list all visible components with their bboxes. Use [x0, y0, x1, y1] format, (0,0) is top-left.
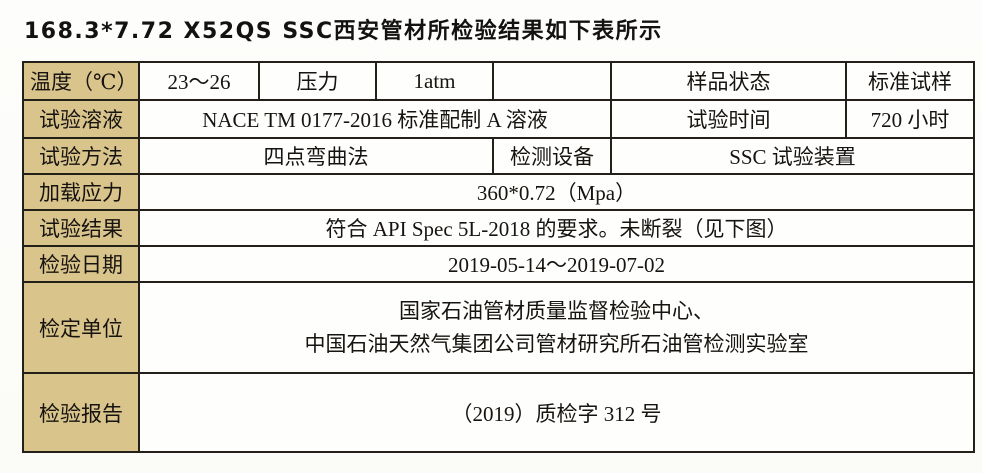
inspection-agency-label: 检定单位 [22, 281, 140, 374]
empty-cell [492, 61, 612, 101]
table-row: 试验结果 符合 API Spec 5L-2018 的要求。未断裂（见下图） [22, 209, 975, 247]
inspection-report-value: （2019）质检字 312 号 [138, 372, 975, 453]
pressure-value: 1atm [375, 61, 494, 101]
agency-line-2: 中国石油天然气集团公司管材研究所石油管检测实验室 [304, 331, 809, 356]
inspection-date-label: 检验日期 [22, 245, 140, 283]
page-title: 168.3*7.72 X52QS SSC西安管材所检验结果如下表所示 [24, 19, 663, 44]
pressure-label: 压力 [258, 61, 377, 101]
inspection-results-table: 温度（℃） 23～26 压力 1atm 样品状态 标准试样 试验溶液 NACE … [22, 61, 975, 453]
equipment-label: 检测设备 [492, 137, 612, 175]
agency-line-1: 国家石油管材质量监督检验中心、 [399, 298, 714, 323]
test-method-label: 试验方法 [22, 137, 140, 175]
sample-state-label: 样品状态 [610, 61, 847, 101]
test-time-value: 720 小时 [845, 99, 975, 139]
test-result-value: 符合 API Spec 5L-2018 的要求。未断裂（见下图） [138, 209, 975, 247]
table-row: 试验方法 四点弯曲法 检测设备 SSC 试验装置 [22, 137, 975, 175]
inspection-date-value: 2019-05-14～2019-07-02 [138, 245, 975, 283]
temperature-label: 温度（℃） [22, 61, 140, 101]
solution-value: NACE TM 0177-2016 标准配制 A 溶液 [138, 99, 612, 139]
load-stress-label: 加载应力 [22, 173, 140, 211]
table-row: 检定单位 国家石油管材质量监督检验中心、 中国石油天然气集团公司管材研究所石油管… [22, 281, 975, 374]
table-row: 检验报告 （2019）质检字 312 号 [22, 372, 975, 453]
load-stress-value: 360*0.72（Mpa） [138, 173, 975, 211]
test-result-label: 试验结果 [22, 209, 140, 247]
table-row: 试验溶液 NACE TM 0177-2016 标准配制 A 溶液 试验时间 72… [22, 99, 975, 139]
inspection-agency-value: 国家石油管材质量监督检验中心、 中国石油天然气集团公司管材研究所石油管检测实验室 [138, 281, 975, 374]
sample-state-value: 标准试样 [845, 61, 975, 101]
test-method-value: 四点弯曲法 [138, 137, 494, 175]
table-row: 加载应力 360*0.72（Mpa） [22, 173, 975, 211]
inspection-report-label: 检验报告 [22, 372, 140, 453]
temperature-value: 23～26 [138, 61, 260, 101]
table-row: 温度（℃） 23～26 压力 1atm 样品状态 标准试样 [22, 61, 975, 101]
equipment-value: SSC 试验装置 [610, 137, 975, 175]
table-row: 检验日期 2019-05-14～2019-07-02 [22, 245, 975, 283]
solution-label: 试验溶液 [22, 99, 140, 139]
test-time-label: 试验时间 [610, 99, 847, 139]
